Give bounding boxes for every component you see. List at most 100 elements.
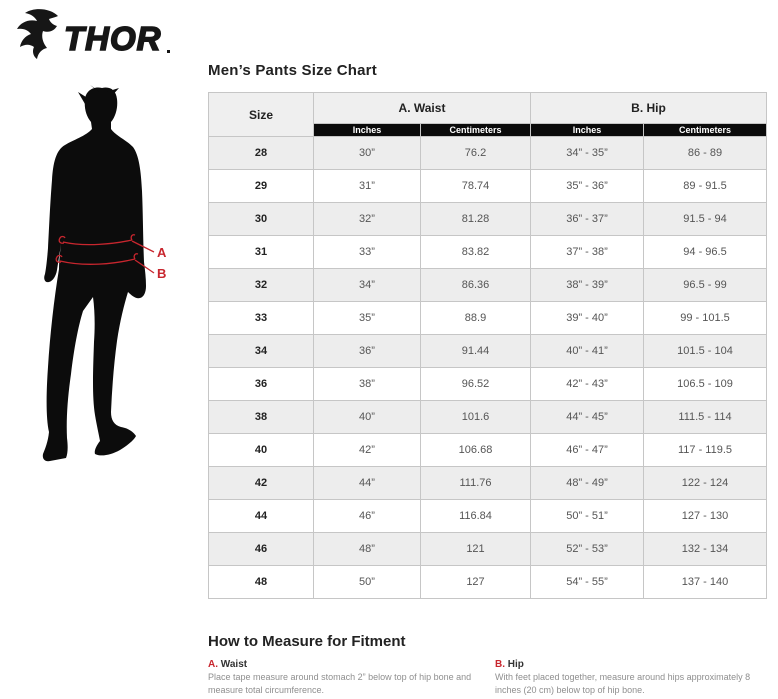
- size-row: 48 50” 127 54” - 55” 137 - 140: [208, 565, 768, 599]
- size-row: 29 31” 78.74 35” - 36” 89 - 91.5: [208, 169, 768, 203]
- col-header-waist: A. Waist: [313, 92, 531, 124]
- hip-centimeters-cell: 132 - 134: [642, 532, 768, 566]
- waist-centimeters-cell: 127: [420, 565, 531, 599]
- hip-inches-cell: 34” - 35”: [530, 136, 644, 170]
- col-header-hip-centimeters: Centimeters: [642, 123, 768, 137]
- size-row: 32 34” 86.36 38” - 39” 96.5 - 99: [208, 268, 768, 302]
- col-header-waist-inches: Inches: [313, 123, 421, 137]
- measure-section-title: How to Measure for Fitment: [208, 633, 406, 650]
- measure-item-hip: B. Hip With feet placed together, measur…: [495, 659, 770, 697]
- hip-measure-line: [59, 258, 136, 265]
- measure-waist-letter: A.: [208, 659, 218, 670]
- hip-inches-cell: 50” - 51”: [530, 499, 644, 533]
- size-row: 31 33” 83.82 37” - 38” 94 - 96.5: [208, 235, 768, 269]
- waist-centimeters-cell: 116.84: [420, 499, 531, 533]
- hip-inches-cell: 36” - 37”: [530, 202, 644, 236]
- hip-line-right-curl: [133, 253, 139, 260]
- size-cell: 42: [208, 466, 314, 500]
- hip-centimeters-cell: 89 - 91.5: [642, 169, 768, 203]
- waist-centimeters-cell: 76.2: [420, 136, 531, 170]
- hip-centimeters-cell: 101.5 - 104: [642, 334, 768, 368]
- hip-centimeters-cell: 86 - 89: [642, 136, 768, 170]
- waist-centimeters-cell: 81.28: [420, 202, 531, 236]
- hip-inches-cell: 40” - 41”: [530, 334, 644, 368]
- col-header-waist-centimeters: Centimeters: [420, 123, 531, 137]
- waist-measure-line: [62, 239, 133, 246]
- thor-logo: THOR: [14, 8, 174, 60]
- hip-inches-cell: 54” - 55”: [530, 565, 644, 599]
- size-row: 33 35” 88.9 39” - 40” 99 - 101.5: [208, 301, 768, 335]
- hip-centimeters-cell: 91.5 - 94: [642, 202, 768, 236]
- hip-inches-cell: 44” - 45”: [530, 400, 644, 434]
- hip-inches-cell: 38” - 39”: [530, 268, 644, 302]
- waist-label-a: A: [157, 245, 167, 260]
- waist-centimeters-cell: 86.36: [420, 268, 531, 302]
- waist-inches-cell: 30”: [313, 136, 421, 170]
- hip-inches-cell: 48” - 49”: [530, 466, 644, 500]
- waist-inches-cell: 42”: [313, 433, 421, 467]
- measure-waist-word: Waist: [220, 659, 248, 670]
- waist-centimeters-cell: 78.74: [420, 169, 531, 203]
- size-cell: 38: [208, 400, 314, 434]
- size-cell: 40: [208, 433, 314, 467]
- measure-hip-label: B. Hip: [495, 659, 770, 670]
- figure-graphic: A B: [42, 85, 167, 462]
- measure-hip-text: With feet placed together, measure aroun…: [495, 672, 751, 696]
- waist-line-right-curl: [130, 234, 136, 241]
- waist-centimeters-cell: 88.9: [420, 301, 531, 335]
- waist-inches-cell: 31”: [313, 169, 421, 203]
- waist-inches-cell: 48”: [313, 532, 421, 566]
- thor-logo-text: THOR: [64, 20, 162, 57]
- male-silhouette: [42, 85, 147, 462]
- hip-inches-cell: 37” - 38”: [530, 235, 644, 269]
- thor-ram-icon: [17, 9, 58, 60]
- waist-inches-cell: 36”: [313, 334, 421, 368]
- measure-hip-letter: B.: [495, 659, 505, 670]
- how-to-measure-section: How to Measure for Fitment A. Waist Plac…: [208, 633, 770, 697]
- waist-centimeters-cell: 111.76: [420, 466, 531, 500]
- measure-hip-word: Hip: [507, 659, 524, 670]
- waist-inches-cell: 33”: [313, 235, 421, 269]
- waist-inches-cell: 35”: [313, 301, 421, 335]
- waist-centimeters-cell: 106.68: [420, 433, 531, 467]
- waist-centimeters-cell: 96.52: [420, 367, 531, 401]
- size-row: 36 38” 96.52 42” - 43” 106.5 - 109: [208, 367, 768, 401]
- size-row: 38 40” 101.6 44” - 45” 111.5 - 114: [208, 400, 768, 434]
- waist-inches-cell: 38”: [313, 367, 421, 401]
- hip-centimeters-cell: 137 - 140: [642, 565, 768, 599]
- col-header-size: Size: [208, 92, 314, 137]
- size-row: 28 30” 76.2 34” - 35” 86 - 89: [208, 136, 768, 170]
- size-chart-header: Size A. Waist B. Hip Inches Centimeters …: [208, 92, 768, 137]
- waist-inches-cell: 32”: [313, 202, 421, 236]
- measure-waist-text: Place tape measure around stomach 2” bel…: [208, 672, 472, 696]
- waist-inches-cell: 46”: [313, 499, 421, 533]
- hip-centimeters-cell: 111.5 - 114: [642, 400, 768, 434]
- size-row: 44 46” 116.84 50” - 51” 127 - 130: [208, 499, 768, 533]
- size-row: 42 44” 111.76 48” - 49” 122 - 124: [208, 466, 768, 500]
- size-row: 40 42” 106.68 46” - 47” 117 - 119.5: [208, 433, 768, 467]
- size-cell: 36: [208, 367, 314, 401]
- hip-inches-cell: 42” - 43”: [530, 367, 644, 401]
- waist-centimeters-cell: 121: [420, 532, 531, 566]
- size-cell: 28: [208, 136, 314, 170]
- waist-inches-cell: 40”: [313, 400, 421, 434]
- size-chart-body: 28 30” 76.2 34” - 35” 86 - 89 29 31” 78.…: [208, 136, 768, 599]
- waist-line-left-curl: [58, 235, 66, 244]
- size-row: 34 36” 91.44 40” - 41” 101.5 - 104: [208, 334, 768, 368]
- hip-inches-cell: 35” - 36”: [530, 169, 644, 203]
- measure-item-waist: A. Waist Place tape measure around stoma…: [208, 659, 483, 697]
- size-cell: 31: [208, 235, 314, 269]
- hip-centimeters-cell: 106.5 - 109: [642, 367, 768, 401]
- col-header-hip-inches: Inches: [530, 123, 644, 137]
- size-row: 30 32” 81.28 36” - 37” 91.5 - 94: [208, 202, 768, 236]
- col-header-hip: B. Hip: [529, 92, 768, 124]
- chart-title: Men’s Pants Size Chart: [208, 62, 377, 79]
- hip-centimeters-cell: 99 - 101.5: [642, 301, 768, 335]
- size-cell: 29: [208, 169, 314, 203]
- waist-inches-cell: 50”: [313, 565, 421, 599]
- measurement-lines: [55, 234, 155, 274]
- thor-logo-trademark-dot: [167, 50, 170, 53]
- size-cell: 34: [208, 334, 314, 368]
- hip-inches-cell: 39” - 40”: [530, 301, 644, 335]
